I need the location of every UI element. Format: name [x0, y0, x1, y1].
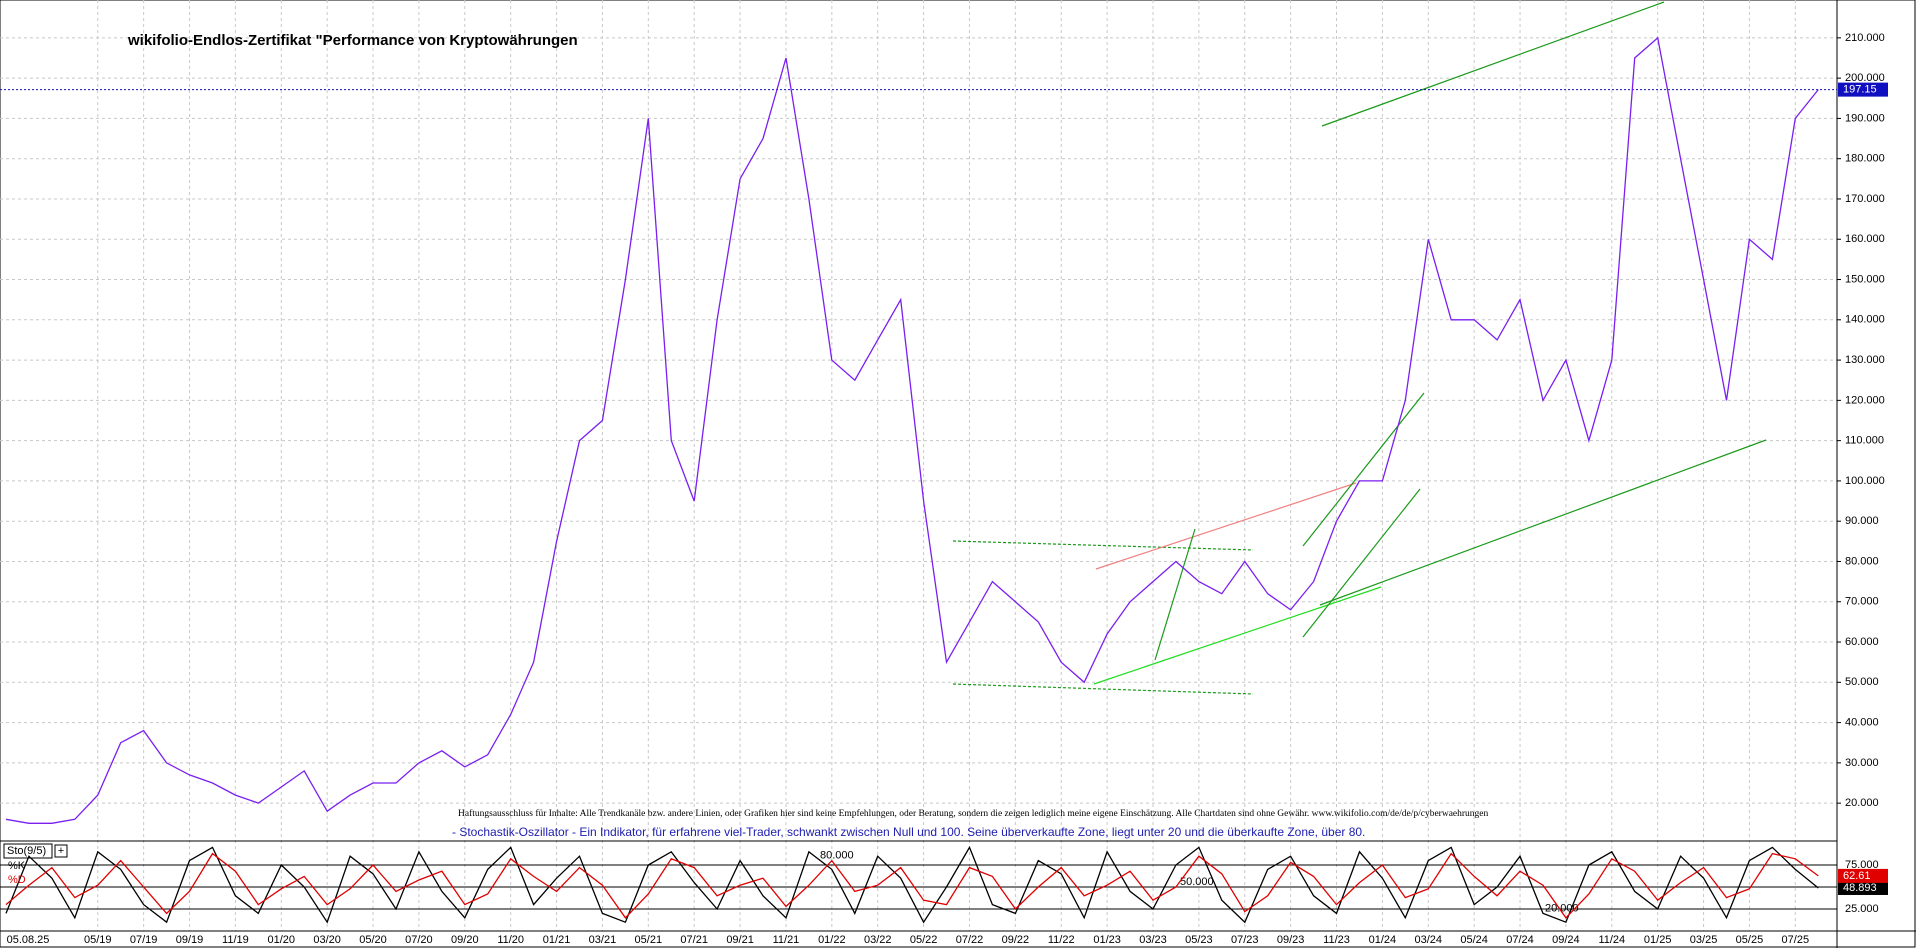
y-tick-label: 130.000: [1845, 354, 1885, 366]
y-tick-label: 60.000: [1845, 636, 1879, 648]
x-tick-label: 11/19: [222, 934, 249, 946]
x-tick-label: 03/20: [313, 934, 341, 946]
x-tick-label: 05.08.25: [7, 934, 50, 946]
trendline: [1093, 586, 1382, 685]
x-tick-label: 03/24: [1415, 934, 1443, 946]
x-tick-label: 09/22: [1002, 934, 1030, 946]
x-tick-label: 07/24: [1506, 934, 1534, 946]
x-tick-label: 11/24: [1598, 934, 1625, 946]
y-tick-label: 210.000: [1845, 32, 1885, 44]
y-tick-label: 75.000: [1845, 859, 1879, 871]
trendline: [1302, 488, 1421, 638]
current-value-label: 197.15: [1843, 84, 1877, 96]
y-tick-label: 200.000: [1845, 72, 1885, 84]
y-tick-label: 170.000: [1845, 193, 1885, 205]
level-label: 50.000: [1180, 876, 1214, 888]
y-tick-label: 50.000: [1845, 676, 1879, 688]
x-tick-label: 07/20: [405, 934, 433, 946]
x-tick-label: 03/21: [589, 934, 617, 946]
x-tick-label: 07/22: [956, 934, 984, 946]
x-tick-label: 11/21: [773, 934, 800, 946]
series-line: [5, 845, 1819, 924]
y-tick-label: 140.000: [1845, 314, 1885, 326]
legend-button[interactable]: [54, 844, 68, 858]
x-tick-label: 01/20: [268, 934, 296, 946]
legend-entry: %D: [8, 874, 26, 886]
y-tick-label: 110.000: [1845, 435, 1884, 447]
y-tick-label: 70.000: [1845, 596, 1879, 608]
x-tick-label: 11/20: [497, 934, 524, 946]
x-tick-label: 05/21: [635, 934, 663, 946]
x-tick-label: 03/23: [1139, 934, 1167, 946]
trendline: [952, 540, 1254, 551]
x-tick-label: 07/23: [1231, 934, 1259, 946]
y-tick-label: 160.000: [1845, 233, 1885, 245]
x-tick-label: 05/23: [1185, 934, 1213, 946]
x-tick-label: 11/23: [1323, 934, 1350, 946]
x-tick-label: 11/22: [1048, 934, 1075, 946]
current-value-label: 62.61: [1843, 870, 1871, 882]
current-value-box: [1838, 868, 1888, 883]
x-tick-label: 05/22: [910, 934, 938, 946]
trendline: [1095, 482, 1357, 570]
trendline: [1319, 439, 1767, 606]
x-tick-label: 09/21: [726, 934, 754, 946]
chart-title: wikifolio-Endlos-Zertifikat "Performance…: [127, 32, 578, 49]
x-tick-label: 07/19: [130, 934, 158, 946]
y-tick-label: 80.000: [1845, 555, 1879, 567]
x-tick-label: 05/24: [1460, 934, 1488, 946]
x-tick-label: 01/23: [1093, 934, 1121, 946]
x-tick-label: 01/25: [1644, 934, 1672, 946]
y-tick-label: 120.000: [1845, 394, 1885, 406]
current-value-label: 48.893: [1843, 882, 1877, 894]
x-tick-label: 05/20: [359, 934, 387, 946]
legend-title: Sto(9/5): [7, 845, 46, 857]
current-value-box: [1838, 82, 1888, 97]
level-label: 80.000: [820, 850, 854, 862]
x-tick-label: 03/22: [864, 934, 892, 946]
x-tick-label: 03/25: [1690, 934, 1718, 946]
x-tick-label: 07/21: [680, 934, 708, 946]
series-line: [5, 852, 1819, 919]
current-value-box: [1838, 880, 1888, 895]
y-tick-label: 30.000: [1845, 757, 1879, 769]
y-tick-label: 40.000: [1845, 716, 1879, 728]
trendline: [1154, 528, 1196, 661]
x-tick-label: 07/25: [1782, 934, 1810, 946]
y-tick-label: 100.000: [1845, 475, 1885, 487]
indicator-note: - Stochastik-Oszillator - Ein Indikator,…: [452, 825, 1365, 839]
y-tick-label: 20.000: [1845, 797, 1879, 809]
x-tick-label: 05/19: [84, 934, 112, 946]
series-line: [5, 36, 1819, 824]
grid: [0, 0, 1837, 931]
trendline: [952, 683, 1254, 695]
y-tick-label: 190.000: [1845, 112, 1885, 124]
x-tick-label: 01/24: [1369, 934, 1397, 946]
x-tick-label: 09/24: [1552, 934, 1580, 946]
trendline: [1302, 392, 1425, 547]
x-tick-label: 01/21: [543, 934, 571, 946]
trendlines: [952, 1, 1767, 695]
y-tick-label: 150.000: [1845, 273, 1885, 285]
y-tick-label: 180.000: [1845, 153, 1885, 165]
legend-button-icon: +: [58, 845, 64, 857]
y-tick-label: 90.000: [1845, 515, 1879, 527]
x-tick-label: 09/20: [451, 934, 479, 946]
disclaimer: Haftungsausschluss für Inhalte: Alle Tre…: [458, 808, 1489, 819]
legend-entry: %K: [8, 860, 26, 872]
x-tick-label: 05/25: [1736, 934, 1764, 946]
x-tick-label: 09/19: [176, 934, 204, 946]
y-tick-label: 25.000: [1845, 903, 1879, 915]
x-tick-label: 09/23: [1277, 934, 1305, 946]
x-tick-label: 01/22: [818, 934, 846, 946]
trendline: [1321, 1, 1665, 127]
